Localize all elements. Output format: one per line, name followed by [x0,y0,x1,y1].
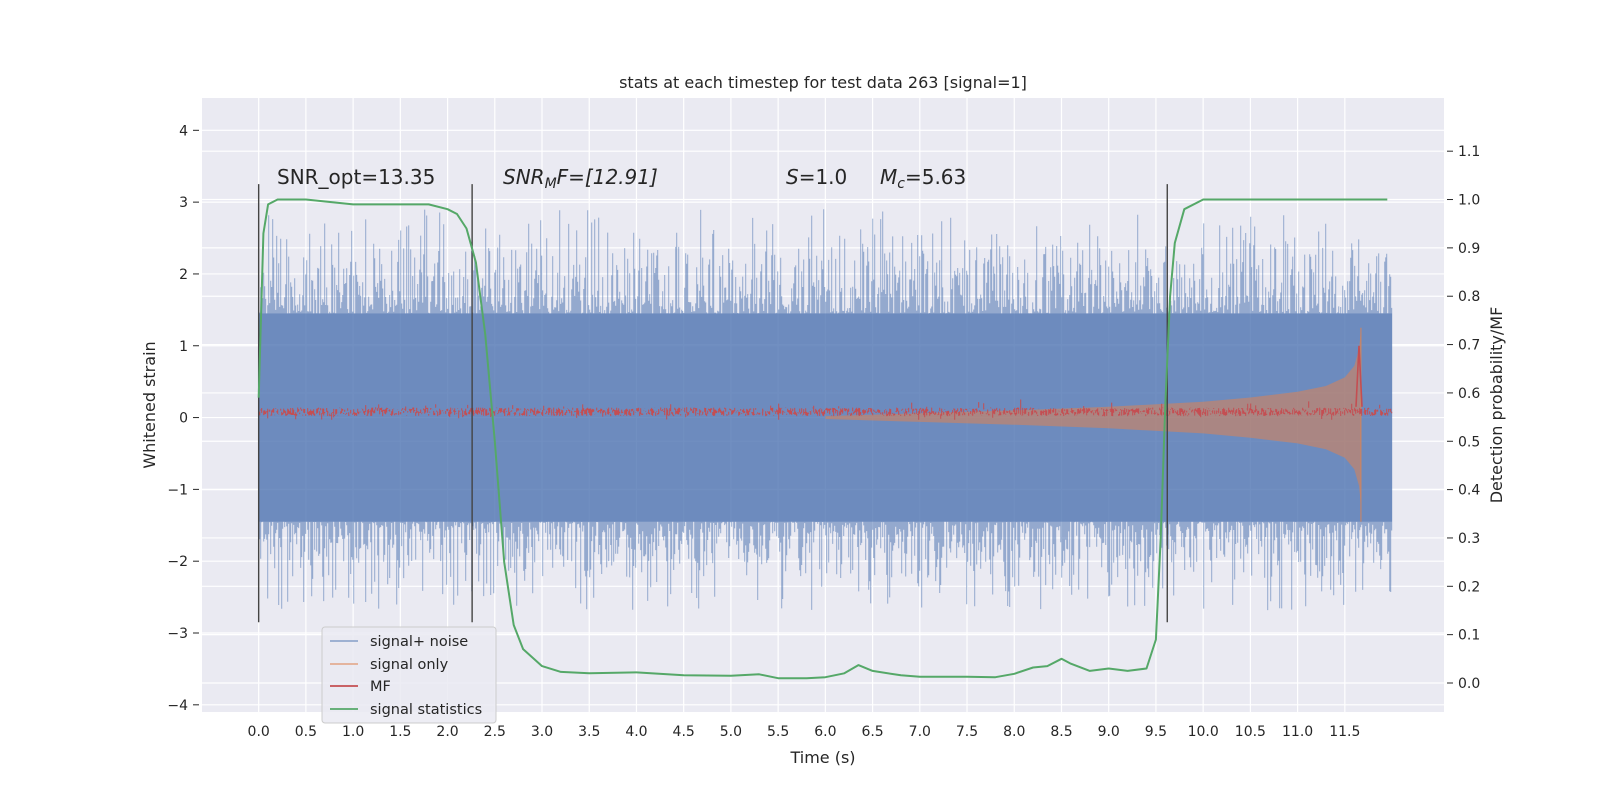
legend-label-signal-statistics: signal statistics [370,702,482,718]
y2-tick-label: 0.0 [1458,676,1480,692]
chart-title: stats at each timestep for test data 263… [619,73,1027,92]
y2-tick-label: 1.0 [1458,193,1480,209]
x-tick-label: 11.0 [1282,724,1313,740]
mc-annotation: Mc=5.63 [880,165,966,192]
legend-label-mf: MF [370,679,391,695]
x-tick-label: 5.0 [720,724,742,740]
y-tick-label: 2 [179,267,188,283]
x-tick-label: 9.0 [1098,724,1120,740]
x-tick-label: 3.5 [578,724,600,740]
y-tick-label: −1 [167,482,188,498]
x-tick-label: 4.0 [625,724,647,740]
x-tick-label: 2.0 [436,724,458,740]
legend: signal+ noise signal only MF signal stat… [321,626,497,724]
y-tick-label: 3 [179,195,188,211]
y2-tick-label: 0.4 [1458,483,1480,499]
legend-label-signal-noise: signal+ noise [370,634,468,650]
signal-only-series [825,331,1361,504]
y2-tick-label: 0.5 [1458,434,1480,450]
x-tick-label: 1.5 [389,724,411,740]
y-tick-label: −3 [167,626,188,642]
x-tick-label: 7.5 [956,724,978,740]
s-annotation: S=1.0 [786,165,847,189]
x-tick-label: 4.5 [673,724,695,740]
x-tick-label: 0.5 [295,724,317,740]
y2-tick-label: 0.3 [1458,531,1480,547]
signal-statistics-series [257,198,1388,680]
x-tick-label: 6.0 [814,724,836,740]
y-tick-label: 1 [179,339,188,355]
x-axis-label: Time (s) [789,748,855,767]
mf-peak [1355,345,1363,407]
x-tick-label: 7.0 [909,724,931,740]
y-axis-label: Whitened strain [140,341,159,468]
data-layer [257,184,1393,680]
y2-tick-label: 0.6 [1458,386,1480,402]
y2-tick-label: 0.2 [1458,579,1480,595]
x-tick-label: 2.5 [484,724,506,740]
y2-axis-label: Detection probability/MF [1487,307,1506,504]
y2-tick-label: 0.9 [1458,241,1480,257]
x-tick-label: 0.0 [248,724,270,740]
x-tick-label: 10.5 [1235,724,1266,740]
y2-tick-label: 0.8 [1458,289,1480,305]
y2-tick-label: 0.1 [1458,628,1480,644]
x-tick-label: 8.0 [1003,724,1025,740]
y-tick-label: −2 [167,554,188,570]
ticks: 0.0 0.5 1.0 1.5 2.0 2.5 3.0 3.5 4.0 4.5 5.0 5.5 6.0 6… [167,123,1480,740]
x-tick-label: 3.0 [531,724,553,740]
x-tick-label: 9.5 [1145,724,1167,740]
x-tick-label: 1.0 [342,724,364,740]
y2-tick-label: 0.7 [1458,338,1480,354]
snr-opt-annotation: SNR_opt=13.35 [277,165,435,189]
legend-label-signal-only: signal only [370,657,449,673]
x-tick-label: 8.5 [1050,724,1072,740]
x-tick-label: 6.5 [861,724,883,740]
x-tick-label: 5.5 [767,724,789,740]
snr-mf-annotation: SNRMF=[12.91] [503,165,658,192]
x-tick-label: 10.0 [1188,724,1219,740]
y-tick-label: 0 [179,411,188,427]
legend-box [321,626,497,724]
y-tick-label: 4 [179,123,188,139]
x-tick-label: 11.5 [1329,724,1360,740]
y-tick-label: −4 [167,698,188,714]
y2-tick-label: 1.1 [1458,144,1480,160]
